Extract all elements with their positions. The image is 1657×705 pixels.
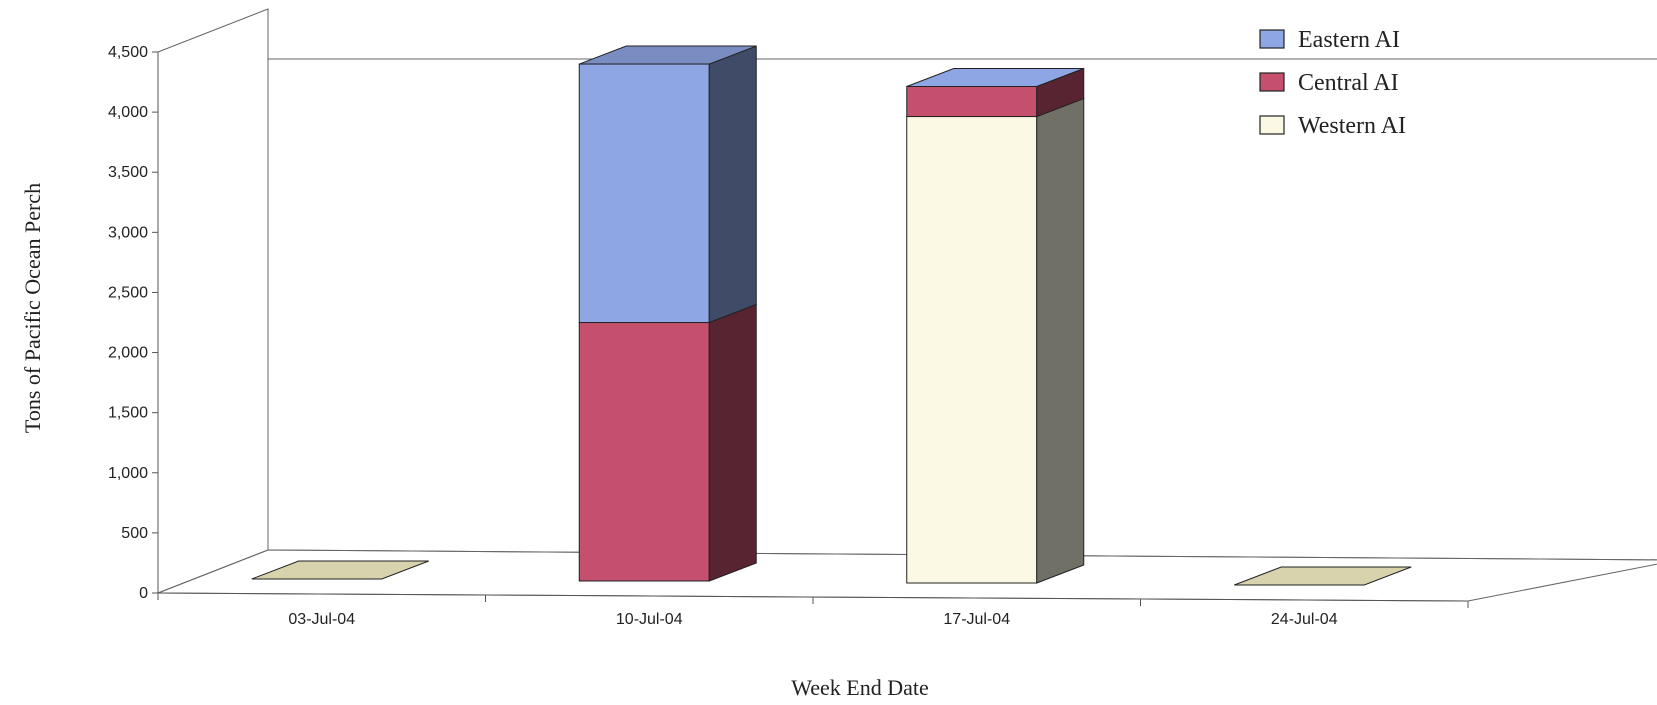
bar-side-eastern-ai — [708, 45, 757, 324]
bar-segment-western-ai — [906, 116, 1038, 584]
bar-top — [906, 67, 1084, 87]
bar-segment-eastern-ai — [578, 63, 710, 324]
x-tick-label: 03-Jul-04 — [288, 611, 355, 628]
bar-side-western-ai — [1036, 97, 1085, 584]
legend-swatch — [1259, 115, 1285, 135]
y-tick-label: 3,000 — [108, 224, 148, 241]
bars — [251, 45, 1412, 586]
legend: Eastern AI Central AI Western AI — [1259, 27, 1406, 139]
bar-top — [579, 45, 757, 65]
bar-segment-central-ai — [578, 322, 710, 582]
y-axis: 0 500 1,000 1,500 2,000 2,500 3,000 3,500 4,000 4… — [108, 44, 159, 602]
x-tick-label: 17-Jul-04 — [943, 611, 1010, 628]
x-axis-title: Week End Date — [791, 675, 929, 700]
left-wall — [157, 8, 269, 594]
y-tick-label: 3,500 — [108, 164, 148, 181]
zero-bar-marker — [251, 560, 429, 580]
legend-label: Western AI — [1298, 113, 1406, 139]
legend-swatch — [1259, 29, 1285, 49]
legend-swatch — [1259, 72, 1285, 92]
bar-segment-central-ai — [906, 85, 1038, 118]
x-tick-label: 24-Jul-04 — [1271, 611, 1338, 628]
y-tick-label: 2,000 — [108, 345, 148, 362]
y-tick-label: 2,500 — [108, 284, 148, 301]
legend-label: Eastern AI — [1298, 27, 1400, 53]
y-tick-label: 4,000 — [108, 104, 148, 121]
x-axis: 03-Jul-04 10-Jul-04 17-Jul-04 24-Jul-04 — [157, 592, 1469, 628]
y-axis-title: Tons of Pacific Ocean Perch — [20, 183, 45, 433]
y-tick-label: 500 — [121, 525, 148, 542]
legend-label: Central AI — [1298, 70, 1399, 96]
y-tick-label: 4,500 — [108, 44, 148, 61]
x-tick-label: 10-Jul-04 — [616, 611, 683, 628]
y-tick-label: 0 — [139, 585, 148, 602]
y-tick-label: 1,000 — [108, 465, 148, 482]
bar-side-central-ai — [708, 303, 757, 582]
y-tick-label: 1,500 — [108, 405, 148, 422]
zero-bar-marker — [1234, 566, 1412, 586]
